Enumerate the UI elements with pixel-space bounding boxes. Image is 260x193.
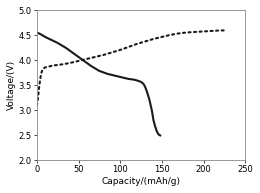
Y-axis label: Voltage/(V): Voltage/(V) — [7, 60, 16, 111]
X-axis label: Capacity/(mAh/g): Capacity/(mAh/g) — [101, 177, 180, 186]
